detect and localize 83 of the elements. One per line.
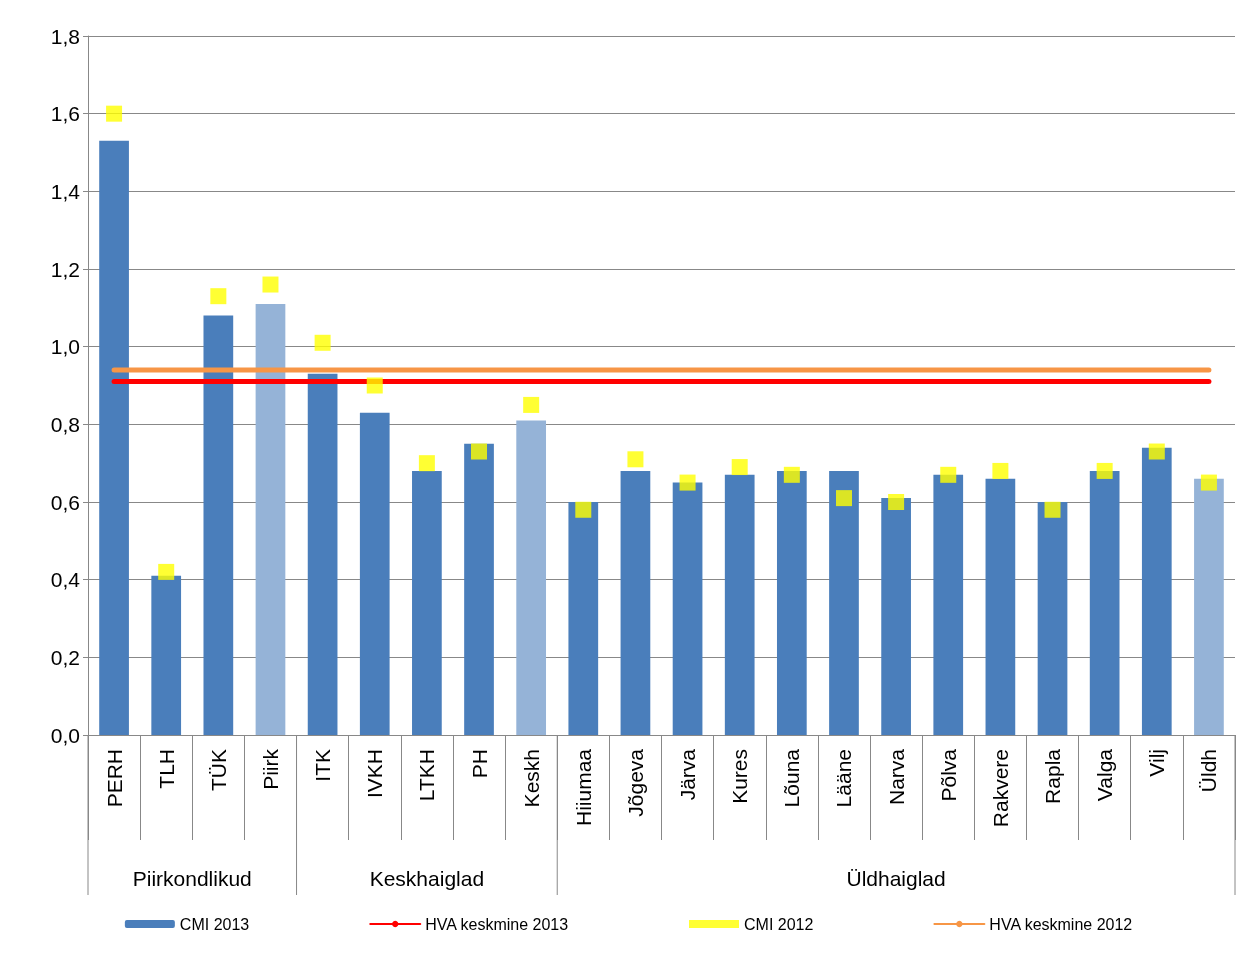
- x-tick-label: IVKH: [363, 749, 387, 799]
- legend-label: CMI 2013: [179, 915, 250, 933]
- point: [418, 455, 435, 472]
- y-tick-label: 0,2: [50, 645, 80, 669]
- bar: [568, 502, 599, 735]
- x-tick-label: Piirk: [258, 748, 282, 790]
- point: [575, 501, 592, 518]
- point: [210, 288, 227, 305]
- point: [783, 466, 800, 483]
- point: [679, 474, 696, 491]
- legend-label: CMI 2012: [744, 915, 814, 933]
- point: [835, 490, 852, 507]
- point: [366, 377, 383, 394]
- bar: [307, 373, 338, 735]
- bar: [99, 140, 129, 735]
- point: [106, 105, 123, 122]
- point: [523, 396, 540, 413]
- x-tick-label: TÜK: [206, 749, 230, 791]
- x-tick-label: Jõgeva: [623, 748, 647, 817]
- point: [1148, 443, 1165, 460]
- x-tick-label: Narva: [884, 748, 908, 806]
- x-tick-label: Rapla: [1041, 748, 1065, 804]
- x-tick-label: Lääne: [832, 749, 856, 808]
- x-tick-label: Keskh: [519, 749, 543, 808]
- text: Üldhaiglad: [846, 866, 946, 890]
- x-tick-label: Lõuna: [780, 748, 804, 808]
- y-tick-label: 1,6: [50, 102, 80, 126]
- bar: [151, 575, 182, 735]
- bar: [1141, 447, 1172, 735]
- bar: [620, 470, 651, 735]
- text: Piirkondlikud: [132, 866, 252, 890]
- x-tick-label: Vilj: [1145, 749, 1169, 777]
- bar: [881, 498, 911, 735]
- point: [731, 459, 748, 476]
- point: [314, 334, 331, 351]
- bar: [464, 443, 494, 735]
- bar: [359, 412, 390, 735]
- point: [1044, 501, 1061, 518]
- point: [992, 462, 1009, 479]
- x-tick-label: Rakvere: [988, 749, 1012, 828]
- x-tick-label: Valga: [1093, 748, 1117, 802]
- legend-label: HVA keskmine 2012: [989, 915, 1133, 933]
- bar: [933, 474, 964, 735]
- point: [471, 443, 488, 460]
- x-tick-label: Üldh: [1197, 749, 1221, 793]
- bar: [724, 474, 755, 735]
- x-tick-label: Põlva: [936, 748, 960, 802]
- point: [888, 494, 905, 510]
- y-tick-label: 1,4: [50, 179, 81, 203]
- x-tick-label: TLH: [154, 749, 178, 789]
- bar: [985, 478, 1016, 735]
- bar: [672, 482, 703, 735]
- y-tick-label: 1,0: [50, 335, 80, 359]
- bar: [203, 315, 234, 735]
- bar: [1194, 478, 1224, 735]
- x-tick-label: Hiiumaa: [571, 748, 595, 827]
- y-tick-label: 0,0: [50, 723, 80, 747]
- bar: [255, 303, 286, 735]
- y-tick-label: 0,4: [50, 568, 81, 592]
- bar: [516, 420, 547, 735]
- point: [940, 466, 957, 483]
- point: [1200, 474, 1217, 491]
- y-tick-label: 0,8: [50, 412, 80, 436]
- bar: [829, 470, 859, 735]
- y-tick-label: 1,2: [50, 257, 80, 281]
- x-tick-label: LTKH: [415, 749, 439, 802]
- x-tick-label: Järva: [676, 748, 700, 801]
- x-tick-label: PERH: [102, 749, 126, 808]
- point: [158, 563, 175, 580]
- point: [627, 451, 644, 468]
- legend-label: HVA keskmine 2013: [425, 915, 569, 933]
- x-tick-label: ITK: [311, 749, 335, 782]
- text: Keskhaiglad: [369, 866, 485, 890]
- bar: [776, 470, 807, 735]
- y-tick-label: 1,8: [50, 24, 80, 48]
- bar: [1037, 502, 1068, 735]
- point: [1096, 462, 1113, 479]
- y-tick-label: 0,6: [50, 490, 80, 514]
- point: [262, 276, 279, 293]
- bar: [1089, 470, 1120, 735]
- x-tick-label: PH: [467, 749, 491, 779]
- x-tick-label: Kures: [728, 749, 752, 804]
- bar: [412, 470, 442, 735]
